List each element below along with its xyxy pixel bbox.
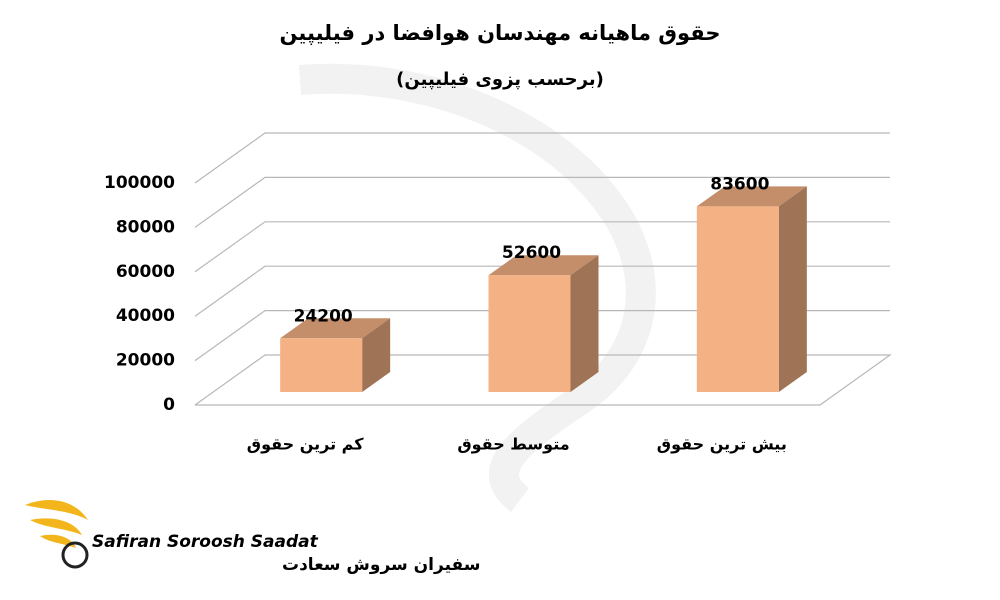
- chart-subtitle: (برحسب پزوی فیلیپین): [396, 69, 604, 90]
- grid-line: [194, 310, 890, 362]
- y-tick-label: 60000: [116, 262, 175, 282]
- bar-top: [280, 318, 391, 339]
- logo-persian: سفیران سروش سعادت: [282, 555, 480, 575]
- logo-latin: Safiran Soroosh Saadat: [92, 532, 319, 552]
- y-tick-label: 100000: [104, 173, 175, 193]
- watermark: [298, 63, 656, 512]
- logo-wings: [25, 500, 88, 548]
- grid-line: [194, 221, 890, 273]
- value-label: 83600: [710, 174, 769, 194]
- x-tick-label: متوسط حقوق: [457, 435, 569, 454]
- grid-line: [194, 354, 892, 406]
- y-tick-label: 20000: [116, 351, 175, 371]
- logo: Safiran Soroosh Saadat سفیران سروش سعادت: [25, 500, 480, 575]
- bar-side: [570, 255, 599, 392]
- value-label: 52600: [502, 243, 561, 263]
- bar-top: [696, 186, 807, 207]
- x-tick-label: کم ترین حقوق: [247, 435, 364, 454]
- chart-title: حقوق ماهیانه مهندسان هوافضا در فیلیپین: [280, 21, 721, 45]
- bar: [488, 275, 571, 392]
- bar-top: [488, 255, 599, 276]
- bar-side: [362, 318, 391, 392]
- grid-line: [194, 132, 890, 184]
- value-label: 24200: [294, 306, 353, 326]
- bar-side: [778, 186, 807, 392]
- y-tick-label: 80000: [116, 217, 175, 237]
- x-tick-label: بیش ترین حقوق: [657, 435, 787, 454]
- bar: [280, 338, 363, 392]
- grid-line: [194, 176, 890, 228]
- grid-line: [194, 265, 890, 317]
- y-tick-label: 40000: [116, 306, 175, 326]
- logo-ring: [61, 541, 89, 569]
- bar: [696, 206, 779, 392]
- y-tick-label: 0: [163, 395, 175, 415]
